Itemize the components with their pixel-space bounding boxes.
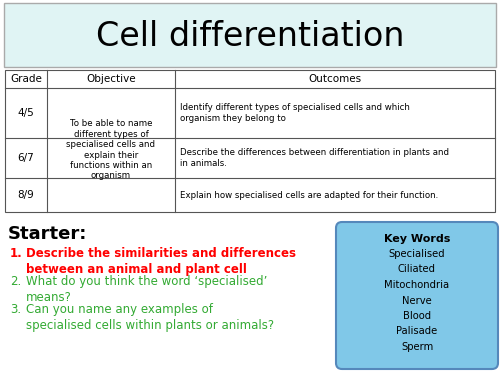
Text: 1.: 1.: [10, 247, 23, 260]
Text: Can you name any examples of
specialised cells within plants or animals?: Can you name any examples of specialised…: [26, 303, 274, 332]
Text: Outcomes: Outcomes: [308, 74, 362, 84]
Text: Objective: Objective: [86, 74, 136, 84]
Text: Cell differentiation: Cell differentiation: [96, 21, 404, 54]
Text: 2.: 2.: [10, 275, 21, 288]
Text: Sperm: Sperm: [401, 342, 433, 352]
Text: Specialised: Specialised: [388, 249, 446, 259]
Text: Palisade: Palisade: [396, 327, 438, 336]
Text: Identify different types of specialised cells and which
organism they belong to: Identify different types of specialised …: [180, 103, 410, 123]
Text: Blood: Blood: [403, 311, 431, 321]
Text: 8/9: 8/9: [18, 190, 34, 200]
Text: What do you think the word ‘specialised’
means?: What do you think the word ‘specialised’…: [26, 275, 268, 304]
Text: Explain how specialised cells are adapted for their function.: Explain how specialised cells are adapte…: [180, 190, 438, 200]
Text: 3.: 3.: [10, 303, 21, 316]
Text: Describe the differences between differentiation in plants and
in animals.: Describe the differences between differe…: [180, 148, 449, 168]
FancyBboxPatch shape: [5, 70, 495, 212]
Text: Ciliated: Ciliated: [398, 264, 436, 274]
Text: Starter:: Starter:: [8, 225, 87, 243]
Text: Key Words: Key Words: [384, 234, 450, 244]
Text: 6/7: 6/7: [18, 153, 34, 163]
Text: 4/5: 4/5: [18, 108, 34, 118]
Text: Grade: Grade: [10, 74, 42, 84]
FancyBboxPatch shape: [336, 222, 498, 369]
Text: Mitochondria: Mitochondria: [384, 280, 450, 290]
Text: To be able to name
different types of
specialised cells and
explain their
functi: To be able to name different types of sp…: [66, 120, 156, 180]
Text: Describe the similarities and differences
between an animal and plant cell: Describe the similarities and difference…: [26, 247, 296, 276]
FancyBboxPatch shape: [4, 3, 496, 67]
Text: Nerve: Nerve: [402, 296, 432, 306]
